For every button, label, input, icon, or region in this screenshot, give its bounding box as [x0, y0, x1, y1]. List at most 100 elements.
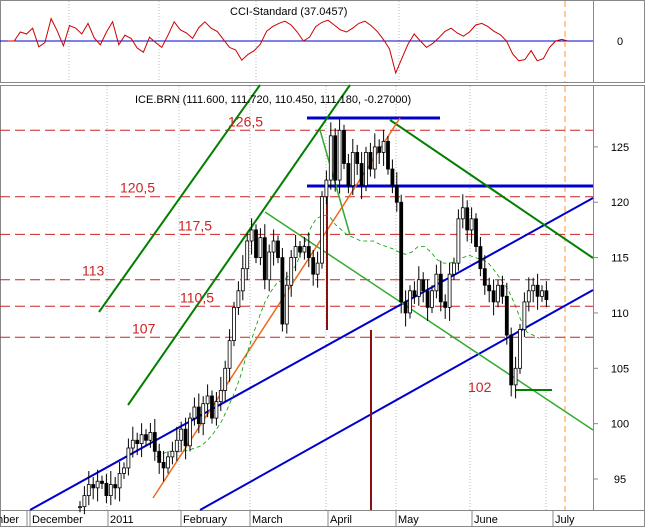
candle-body	[104, 483, 109, 497]
x-tick-label: April	[330, 514, 352, 526]
candle-body	[500, 284, 505, 297]
candle-body	[179, 428, 184, 441]
price-title: ICE.BRN (111.600, 111.720, 110.450, 111.…	[135, 94, 411, 106]
level-label: 113	[82, 263, 105, 279]
candle-body	[108, 484, 113, 497]
candle-body	[130, 439, 135, 449]
candle-body	[196, 406, 201, 425]
candle-body	[460, 207, 465, 220]
candle-body	[152, 432, 157, 452]
candle-body	[122, 467, 126, 474]
y-tick-label: 100	[611, 419, 629, 431]
candle-body	[342, 129, 346, 164]
y-tick-label: 105	[611, 363, 629, 375]
candle-body	[416, 279, 421, 297]
candle-body	[113, 484, 118, 489]
candle-body	[284, 284, 289, 325]
candle-body	[232, 307, 236, 342]
candle-body	[399, 201, 404, 303]
descending-green	[389, 119, 594, 259]
trend-lines	[29, 84, 594, 511]
descending-light-green	[264, 211, 594, 431]
fan-green-1	[98, 84, 261, 313]
candle-body	[183, 428, 188, 447]
candle-body	[469, 218, 474, 231]
candle-body	[82, 495, 87, 508]
cci-zero-tick: 0	[617, 36, 623, 48]
candle-body	[280, 257, 285, 325]
channel-upper-blue	[29, 197, 594, 511]
candle-body	[91, 484, 96, 489]
candle-body	[482, 268, 487, 286]
candle-body	[293, 246, 298, 258]
candle-body	[174, 439, 179, 452]
candle-body	[368, 152, 373, 170]
candle-body	[509, 334, 514, 386]
level-label: 117,5	[178, 217, 212, 233]
candle-body	[394, 185, 399, 203]
candle-body	[78, 506, 82, 509]
candle-body	[386, 140, 390, 170]
candle-body	[166, 456, 170, 469]
candle-body	[337, 129, 342, 181]
candle-body	[240, 268, 245, 292]
candle-body	[491, 290, 496, 303]
x-axis-labels: mber December 2011 February March April May Jun…	[0, 510, 575, 527]
price-y-ticks: 95 100 105 110 115 120 125	[593, 142, 629, 486]
candle-body	[504, 295, 509, 336]
candle-body	[408, 290, 412, 314]
y-tick-label: 125	[611, 142, 629, 154]
y-tick-label: 95	[614, 474, 626, 486]
candle-body	[170, 450, 175, 458]
candle-body	[218, 390, 223, 402]
x-tick-label: 2011	[110, 514, 134, 526]
candle-body	[249, 229, 254, 242]
candle-body	[245, 240, 250, 270]
candle-body	[377, 146, 382, 153]
candle-body	[236, 290, 241, 308]
cci-grid	[0, 1, 593, 82]
candle-body	[157, 450, 162, 463]
candle-body	[210, 395, 214, 419]
candle-body	[452, 262, 456, 275]
candle-body	[430, 290, 434, 308]
candle-body	[531, 284, 536, 292]
y-tick-label: 115	[611, 253, 629, 265]
cci-title: CCI-Standard (37.0457)	[230, 6, 347, 18]
x-tick-label: June	[474, 514, 498, 526]
cci-series-line	[8, 17, 569, 75]
x-tick-label: March	[252, 514, 283, 526]
candle-body	[258, 237, 263, 258]
candle-body	[311, 257, 316, 275]
candle-body	[518, 329, 522, 369]
level-lines	[0, 129, 593, 338]
level-label: 120,5	[120, 180, 155, 196]
candle-body	[364, 152, 368, 187]
candle-body	[262, 237, 267, 281]
candle-body	[478, 246, 483, 270]
candle-body	[254, 229, 258, 258]
candle-body	[526, 290, 531, 303]
fan-green-2	[127, 84, 351, 406]
candle-body	[100, 480, 104, 484]
candle-body	[333, 135, 338, 181]
candle-body	[201, 403, 206, 425]
candle-body	[289, 257, 294, 286]
candle-body	[421, 279, 426, 292]
candle-body	[117, 473, 122, 489]
candle-body	[403, 301, 408, 314]
level-label: 110,5	[180, 289, 214, 305]
candle-body	[144, 434, 148, 441]
candles-layer	[78, 118, 549, 515]
cci-line-layer	[8, 17, 569, 75]
candle-body	[267, 251, 272, 281]
candle-body	[513, 367, 518, 386]
candle-body	[324, 179, 329, 198]
candle-body	[161, 461, 166, 469]
candle-body	[346, 163, 351, 187]
price-grid	[106, 86, 566, 510]
candle-body	[298, 246, 302, 253]
candle-body	[456, 218, 461, 264]
candle-body	[302, 246, 307, 253]
